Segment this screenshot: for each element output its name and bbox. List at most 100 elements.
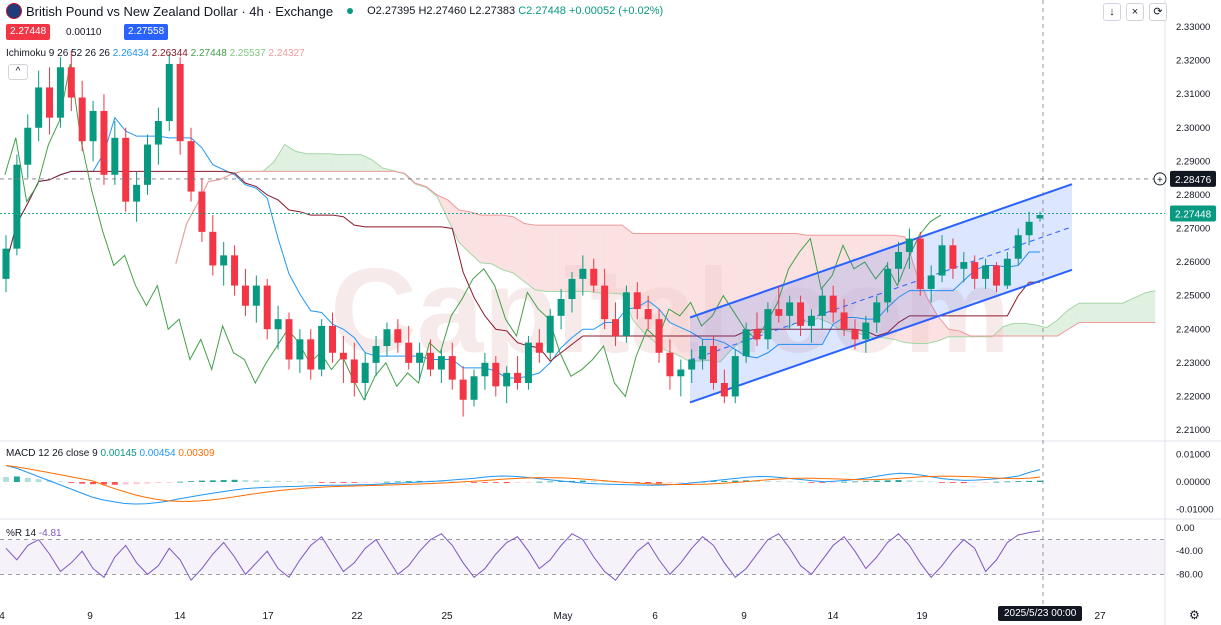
candle-body <box>568 278 576 300</box>
ichimoku-cloud <box>545 225 557 292</box>
time-axis-label: 14 <box>174 611 186 622</box>
ichimoku-cloud <box>1122 298 1134 323</box>
macd-axis-label: 0.01000 <box>1176 450 1210 461</box>
chart-header: British Pound vs New Zealand Dollar · 4h… <box>6 3 663 19</box>
time-axis-label: 4 <box>0 611 5 622</box>
close-icon[interactable]: × <box>1126 3 1144 21</box>
add-alert-plus: + <box>1157 175 1163 186</box>
candle-body <box>198 191 206 232</box>
candle-body <box>601 285 609 320</box>
price-axis-label: 2.22000 <box>1176 391 1210 402</box>
macd-histogram-bar <box>764 480 771 482</box>
ichimoku-cloud <box>774 233 786 330</box>
ichimoku-cloud <box>534 225 546 292</box>
candle-body <box>492 362 500 387</box>
candle-body <box>67 67 75 98</box>
candle-body <box>383 329 391 347</box>
candle-body <box>13 164 21 249</box>
macd-histogram-bar <box>906 480 913 482</box>
ichimoku-cloud <box>698 233 710 362</box>
candle-body <box>775 309 783 316</box>
macd-axis-label: -0.01000 <box>1176 505 1214 516</box>
macd-histogram-bar <box>928 481 935 483</box>
ichimoku-cloud <box>730 233 742 351</box>
candle-body <box>535 342 543 353</box>
candle-body <box>503 372 511 387</box>
ichimoku-cloud <box>578 225 590 292</box>
macd-histogram-bar <box>1004 481 1011 483</box>
collapse-legend-icon[interactable]: ^ <box>8 64 28 80</box>
candle-body <box>612 319 620 336</box>
macd-histogram-bar <box>884 480 891 482</box>
macd-histogram-bar <box>90 482 97 485</box>
candle-body <box>786 302 794 316</box>
candle-body <box>622 292 630 336</box>
ichimoku-cloud <box>1090 303 1101 323</box>
macd-histogram-bar <box>525 482 532 483</box>
settings-icon[interactable]: ⚙ <box>1189 608 1200 622</box>
ichimoku-cloud <box>513 216 525 282</box>
macd-histogram-bar <box>340 482 347 483</box>
bid-price-button[interactable]: 2.27448 <box>6 24 51 40</box>
macd-histogram-bar <box>394 481 401 483</box>
candle-body <box>372 346 380 363</box>
symbol-title[interactable]: British Pound vs New Zealand Dollar · 4h… <box>26 3 334 19</box>
candle-body <box>416 352 424 363</box>
time-cursor-label: 2025/5/23 00:00 <box>998 606 1083 621</box>
macd-histogram-bar <box>949 482 956 483</box>
ichimoku-cloud <box>1111 303 1123 323</box>
candle-body <box>100 110 108 175</box>
time-axis-label: 25 <box>441 611 453 622</box>
macd-signal-line <box>5 465 1041 502</box>
ichimoku-cloud <box>600 225 612 294</box>
candle-body <box>394 329 402 343</box>
macd-histogram-bar <box>231 479 238 482</box>
macd-histogram-bar <box>188 481 195 482</box>
ichimoku-cloud <box>371 159 383 172</box>
ichimoku-cloud <box>752 233 764 333</box>
ichimoku-cloud <box>807 235 818 322</box>
ask-price-button[interactable]: 2.27558 <box>124 24 169 40</box>
candle-body <box>165 63 173 122</box>
candle-body <box>524 342 532 383</box>
time-axis-label: 17 <box>262 611 274 622</box>
candle-body <box>231 255 239 286</box>
price-axis-label: 2.23000 <box>1176 358 1210 369</box>
arrow-down-icon[interactable]: ↓ <box>1103 3 1121 21</box>
candle-body <box>862 322 870 340</box>
macd-histogram-bar <box>133 482 140 485</box>
refresh-icon[interactable]: ⟳ <box>1149 3 1167 21</box>
macd-histogram-bar <box>1026 480 1033 482</box>
macd-histogram-bar <box>993 481 1000 483</box>
candle-body <box>437 356 445 370</box>
ichimoku-cloud <box>1068 303 1080 330</box>
ichimoku-cloud <box>447 199 459 242</box>
macd-histogram-bar <box>601 481 608 482</box>
candle-body <box>350 359 358 383</box>
ichimoku-cloud <box>709 233 721 362</box>
candle-body <box>753 329 761 340</box>
macd-histogram-bar <box>558 481 565 482</box>
candle-body <box>187 141 195 192</box>
macd-histogram-bar <box>318 482 325 483</box>
price-axis-label: 2.24000 <box>1176 324 1210 335</box>
candle-body <box>133 184 141 202</box>
candle-body <box>982 265 990 279</box>
macd-histogram-bar <box>68 482 75 483</box>
candle-body <box>851 329 859 340</box>
macd-histogram-bar <box>100 482 107 485</box>
candle-body <box>111 137 119 175</box>
candle-body <box>1014 235 1022 259</box>
macd-histogram-bar <box>677 482 684 483</box>
candle-body <box>318 325 326 370</box>
candle-body <box>263 285 271 330</box>
candle-body <box>448 356 456 380</box>
macd-histogram-bar <box>1015 481 1022 482</box>
ichimoku-cloud <box>839 235 851 332</box>
candle-body <box>797 302 805 326</box>
ichimoku-cloud <box>915 272 927 344</box>
price-axis-label: 2.31000 <box>1176 89 1210 100</box>
macd-histogram-bar <box>275 480 282 482</box>
macd-histogram-bar <box>590 480 597 482</box>
